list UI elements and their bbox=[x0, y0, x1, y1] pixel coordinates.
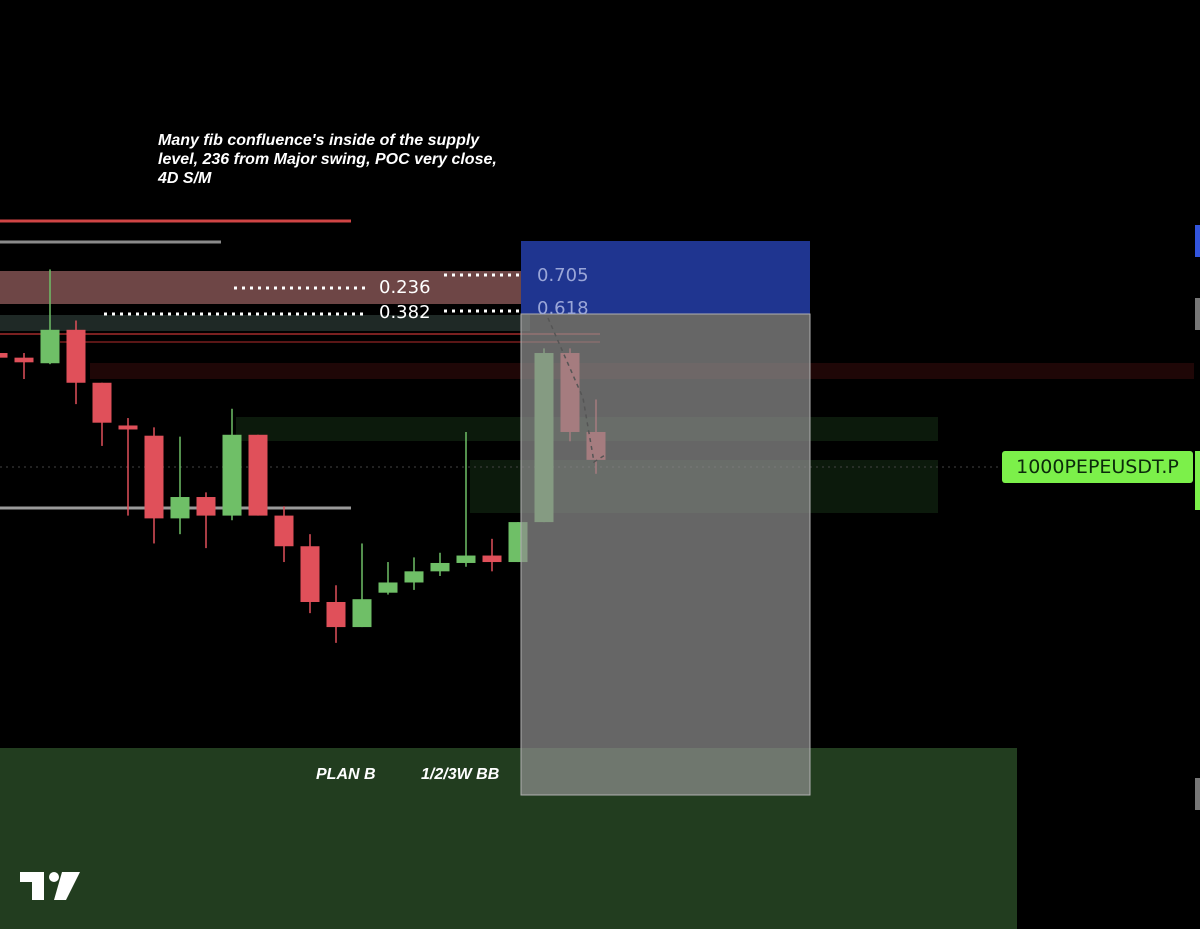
edge-marker-grey-1 bbox=[1195, 298, 1200, 330]
bull-candle bbox=[170, 497, 190, 519]
bear-candle bbox=[248, 434, 268, 516]
bear-candle bbox=[118, 425, 138, 430]
bear-candle bbox=[482, 555, 502, 563]
supply-zone bbox=[0, 271, 530, 304]
plan-b-label: PLAN B bbox=[316, 766, 376, 783]
fib-0618-label: 0.618 bbox=[537, 298, 589, 319]
bull-candle bbox=[222, 434, 242, 516]
supply-zone-dark-band bbox=[0, 315, 530, 331]
bear-candle bbox=[92, 382, 112, 423]
bear-candle bbox=[0, 353, 8, 358]
edge-marker-blue bbox=[1195, 225, 1200, 257]
fib-0705-label: 0.705 bbox=[537, 265, 589, 286]
edge-marker-grey-2 bbox=[1195, 778, 1200, 810]
edge-marker-green bbox=[1195, 451, 1200, 510]
bear-candle bbox=[66, 329, 86, 383]
bull-candle bbox=[430, 562, 450, 572]
bull-candle bbox=[404, 571, 424, 583]
tradingview-logo-icon bbox=[20, 872, 80, 900]
bull-candle bbox=[352, 599, 372, 628]
bear-candle bbox=[326, 601, 346, 628]
bear-candle bbox=[14, 357, 34, 363]
symbol-price-tag[interactable]: 1000PEPEUSDT.P bbox=[1002, 451, 1193, 483]
fib-0236-label: 0.236 bbox=[379, 277, 431, 298]
bull-candle bbox=[456, 555, 476, 563]
demand-zone bbox=[0, 748, 1017, 929]
bear-candle bbox=[274, 515, 294, 547]
position-stop-zone[interactable] bbox=[521, 241, 810, 314]
bull-candle bbox=[378, 582, 398, 593]
projected-path bbox=[547, 317, 606, 464]
annotation-note: Many fib confluence's inside of the supp… bbox=[158, 132, 497, 187]
bull-candle bbox=[40, 329, 60, 364]
bear-candle bbox=[196, 497, 216, 516]
fib-0382-label: 0.382 bbox=[379, 302, 431, 323]
bb-label: 1/2/3W BB bbox=[421, 766, 500, 783]
position-target-zone[interactable] bbox=[520, 313, 811, 796]
bear-candle bbox=[300, 546, 320, 602]
bear-candle bbox=[144, 435, 164, 519]
